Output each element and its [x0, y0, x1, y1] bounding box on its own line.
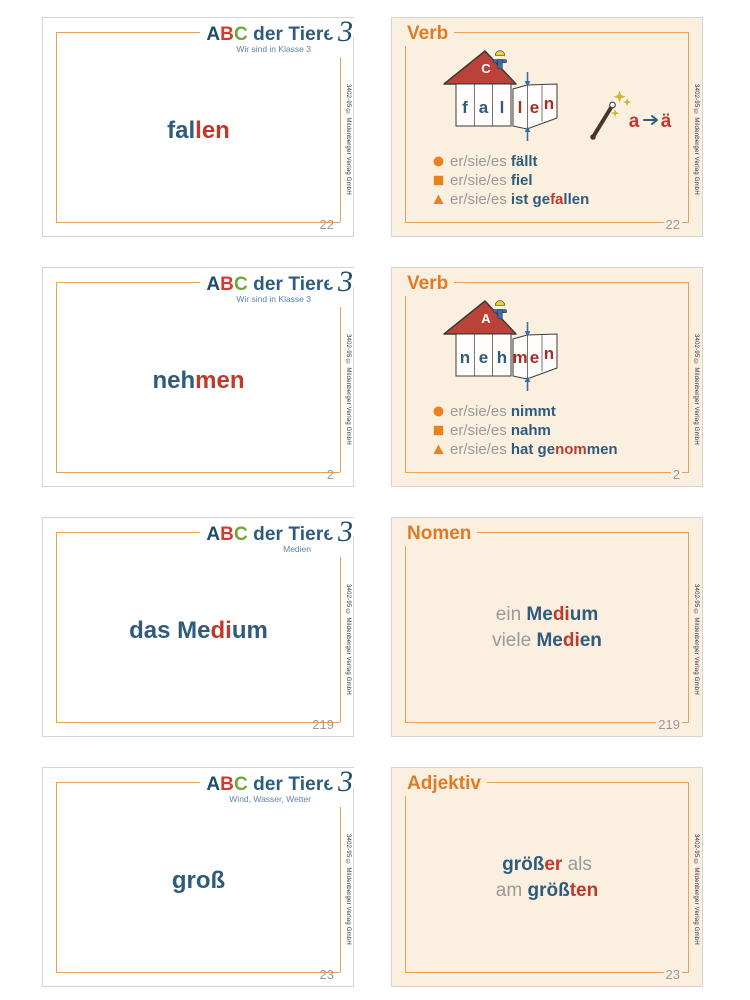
svg-text:l: l	[500, 98, 505, 117]
svg-text:A: A	[481, 311, 491, 326]
svg-text:a: a	[629, 111, 640, 132]
svg-text:a: a	[479, 98, 489, 117]
svg-text:n: n	[544, 94, 554, 113]
svg-text:n: n	[460, 348, 470, 367]
svg-text:h: h	[497, 348, 507, 367]
svg-text:ä: ä	[661, 111, 672, 132]
svg-text:e: e	[479, 348, 488, 367]
svg-text:C: C	[481, 61, 491, 76]
svg-text:e: e	[530, 348, 539, 367]
svg-text:n: n	[544, 344, 554, 363]
svg-text:l: l	[518, 98, 523, 117]
svg-text:f: f	[462, 98, 468, 117]
svg-text:m: m	[512, 348, 527, 367]
svg-text:e: e	[530, 98, 539, 117]
